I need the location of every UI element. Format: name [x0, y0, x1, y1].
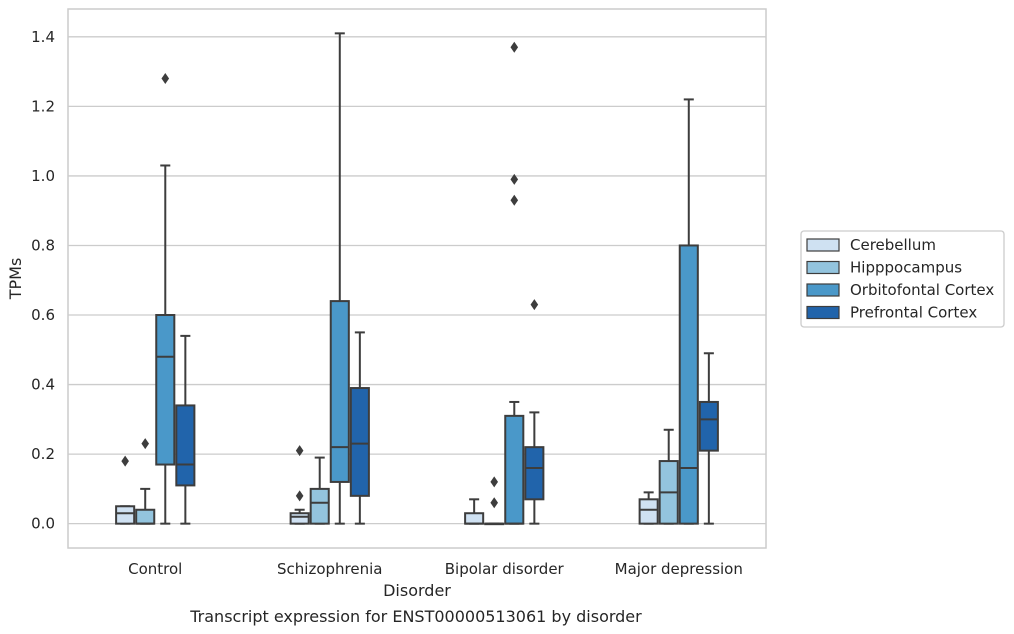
box — [175, 404, 196, 487]
box — [524, 446, 545, 501]
box — [638, 498, 659, 525]
outlier-point — [490, 497, 499, 509]
legend-box — [800, 230, 1005, 328]
outlier-point — [121, 455, 129, 467]
outlier-point — [530, 299, 539, 311]
legend-label: Cerebellum — [850, 236, 936, 254]
box-group — [638, 98, 719, 525]
box — [155, 314, 176, 466]
y-tick-label: 0.4 — [31, 376, 55, 394]
y-tick-label: 0.2 — [31, 445, 55, 463]
outlier-point — [490, 476, 499, 488]
outlier-point — [510, 41, 519, 53]
y-tick-labels: 0.0 0.2 0.4 0.6 0.8 1.0 1.2 1.4 — [31, 28, 55, 533]
box — [115, 505, 136, 525]
y-tick-label: 0.0 — [31, 515, 55, 533]
box — [135, 508, 156, 525]
x-tick-label: Schizophrenia — [277, 560, 382, 578]
chart-caption: Transcript expression for ENST0000051306… — [189, 607, 642, 626]
y-tick-label: 1.2 — [31, 97, 55, 115]
x-tick-label: Bipolar disorder — [445, 560, 565, 578]
box-group — [115, 73, 196, 525]
y-tick-label: 1.0 — [31, 167, 55, 185]
plot-frame — [67, 8, 767, 549]
box-group — [464, 41, 545, 526]
box — [678, 244, 699, 525]
outlier-point — [510, 194, 519, 206]
box — [349, 387, 370, 497]
box — [698, 400, 719, 452]
legend-label: Orbitofontal Cortex — [850, 281, 994, 299]
legend-swatch — [806, 283, 840, 297]
outlier-point — [295, 490, 304, 502]
y-tick-label: 0.6 — [31, 306, 55, 324]
box-groups — [115, 32, 719, 526]
box — [504, 414, 525, 525]
y-tick-label: 1.4 — [31, 28, 55, 46]
legend: Cerebellum Hipppocampus Orbitofontal Corte… — [800, 230, 1005, 328]
outlier-point — [141, 438, 150, 450]
box — [329, 300, 350, 483]
legend-swatch — [806, 305, 840, 320]
legend-label: Prefrontal Cortex — [850, 304, 977, 322]
y-tick-label: 0.8 — [31, 236, 55, 254]
box — [309, 487, 330, 525]
box — [464, 512, 485, 525]
box-group — [289, 32, 370, 525]
legend-swatch — [806, 238, 840, 252]
legend-swatch — [806, 260, 840, 275]
outlier-point — [510, 173, 519, 185]
x-tick-labels: Control Schizophrenia Bipolar disorder Majo… — [128, 560, 743, 578]
x-tick-label: Control — [128, 560, 182, 578]
box — [289, 512, 310, 525]
x-axis-label: Disorder — [383, 581, 451, 600]
legend-label: Hipppocampus — [850, 259, 962, 277]
outlier-point — [295, 445, 304, 457]
x-tick-label: Major depression — [615, 560, 743, 578]
y-axis-label: TPMs — [6, 258, 25, 301]
outlier-point — [161, 73, 170, 85]
